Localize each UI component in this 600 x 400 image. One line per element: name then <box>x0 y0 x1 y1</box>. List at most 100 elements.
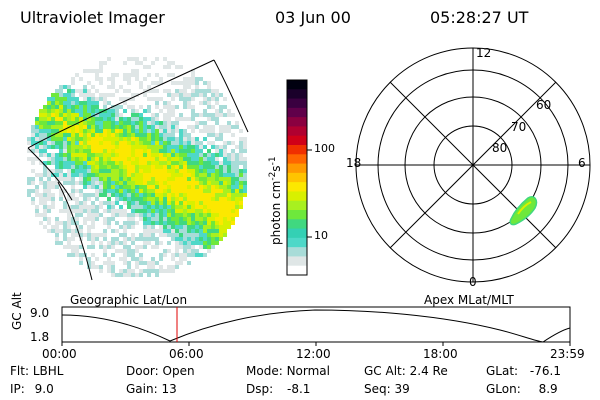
uv-pixel <box>195 169 199 173</box>
uv-pixel <box>95 209 99 213</box>
uv-pixel <box>155 81 159 85</box>
uv-pixel <box>207 233 211 237</box>
uv-pixel <box>111 157 115 161</box>
uv-pixel <box>139 169 143 173</box>
uv-pixel <box>95 165 99 169</box>
uv-pixel <box>119 97 123 101</box>
uv-pixel <box>151 209 155 213</box>
uv-pixel <box>95 73 99 77</box>
uv-pixel <box>123 125 127 129</box>
mlt-label-12: 12 <box>476 46 492 60</box>
uv-pixel <box>187 97 191 101</box>
uv-pixel <box>79 169 83 173</box>
uv-pixel <box>175 181 179 185</box>
uv-pixel <box>115 173 119 177</box>
uv-pixel <box>99 181 103 185</box>
uv-pixel <box>151 217 155 221</box>
uv-pixel <box>115 201 119 205</box>
uv-pixel <box>75 133 79 137</box>
uv-pixel <box>191 89 195 93</box>
uv-pixel <box>139 121 143 125</box>
uv-pixel <box>79 133 83 137</box>
uv-pixel <box>203 157 207 161</box>
uv-pixel <box>159 141 163 145</box>
uv-pixel <box>211 105 215 109</box>
uv-pixel <box>123 177 127 181</box>
uv-pixel <box>87 117 91 121</box>
uv-pixel <box>123 109 127 113</box>
uv-pixel <box>199 201 203 205</box>
uv-pixel <box>239 173 243 177</box>
uv-pixel <box>127 261 131 265</box>
uv-pixel <box>59 189 63 193</box>
uv-pixel <box>155 129 159 133</box>
uv-pixel <box>71 101 75 105</box>
uv-pixel <box>47 129 51 133</box>
uv-pixel <box>151 201 155 205</box>
uv-pixel <box>103 129 107 133</box>
uv-image <box>27 57 249 281</box>
uv-pixel <box>171 177 175 181</box>
uv-pixel <box>131 133 135 137</box>
uv-pixel <box>135 205 139 209</box>
uv-pixel <box>207 153 211 157</box>
uv-pixel <box>51 169 55 173</box>
uv-pixel <box>159 209 163 213</box>
uv-pixel <box>207 129 211 133</box>
uv-pixel <box>147 117 151 121</box>
uv-pixel <box>203 113 207 117</box>
uv-pixel <box>195 241 199 245</box>
uv-pixel <box>99 93 103 97</box>
uv-pixel <box>227 165 231 169</box>
uv-pixel <box>63 173 67 177</box>
mlt-label-18: 18 <box>346 156 362 170</box>
uv-pixel <box>151 113 155 117</box>
uv-pixel <box>75 205 79 209</box>
uv-pixel <box>143 209 147 213</box>
uv-pixel <box>91 157 95 161</box>
uv-pixel <box>83 233 87 237</box>
uv-pixel <box>75 97 79 101</box>
uv-pixel <box>207 249 211 253</box>
uv-pixel <box>79 257 83 261</box>
uv-pixel <box>135 145 139 149</box>
uv-pixel <box>119 125 123 129</box>
uv-pixel <box>43 201 47 205</box>
uv-pixel <box>179 149 183 153</box>
colorbar-band <box>287 191 307 202</box>
uv-pixel <box>39 153 43 157</box>
uv-pixel <box>203 201 207 205</box>
uv-pixel <box>215 237 219 241</box>
uv-pixel <box>243 173 247 177</box>
uv-pixel <box>79 141 83 145</box>
uv-pixel <box>71 205 75 209</box>
timeline-tick-label: 06:00 <box>169 347 204 361</box>
info-glat-value: -76.1 <box>529 364 561 378</box>
uv-pixel <box>187 185 191 189</box>
uv-pixel <box>183 89 187 93</box>
uv-pixel <box>183 197 187 201</box>
uv-pixel <box>103 137 107 141</box>
uv-pixel <box>151 265 155 269</box>
uv-pixel <box>103 221 107 225</box>
uv-pixel <box>191 125 195 129</box>
uv-pixel <box>75 153 79 157</box>
uv-pixel <box>75 229 79 233</box>
uv-pixel <box>59 209 63 213</box>
uv-pixel <box>71 229 75 233</box>
uv-pixel <box>139 125 143 129</box>
uv-pixel <box>95 205 99 209</box>
uv-pixel <box>135 165 139 169</box>
uv-pixel <box>59 101 63 105</box>
uv-pixel <box>47 145 51 149</box>
uv-pixel <box>147 213 151 217</box>
uv-pixel <box>183 213 187 217</box>
uv-pixel <box>39 173 43 177</box>
uv-pixel <box>87 193 91 197</box>
uv-pixel <box>91 213 95 217</box>
uv-pixel <box>199 101 203 105</box>
uv-pixel <box>67 221 71 225</box>
uv-pixel <box>187 105 191 109</box>
uv-pixel <box>55 153 59 157</box>
uv-pixel <box>103 245 107 249</box>
